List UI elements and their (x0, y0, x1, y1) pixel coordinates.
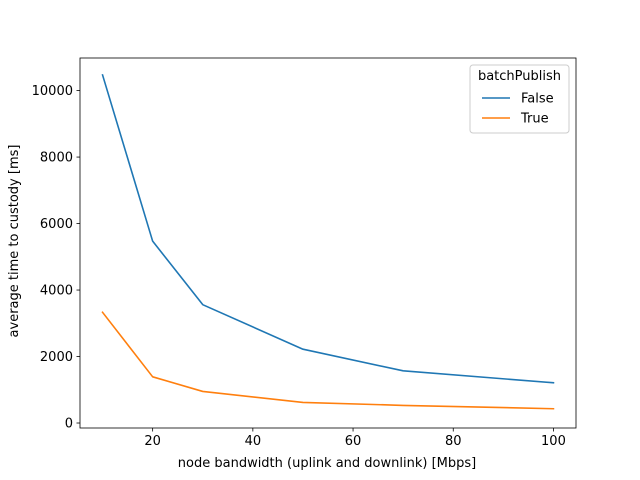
y-tick-label: 4000 (40, 284, 73, 299)
legend-label-true: True (520, 112, 549, 127)
series-line-true (101, 311, 555, 410)
series-line-false (101, 73, 555, 384)
x-axis-ticks: 20 40 60 80 100 (144, 428, 566, 449)
x-axis-label: node bandwidth (uplink and downlink) [Mb… (178, 456, 476, 471)
x-tick-label: 60 (345, 434, 362, 449)
axes-spines (79, 57, 577, 429)
y-tick-label: 10000 (32, 84, 73, 99)
legend-box (469, 64, 570, 134)
series-lines (101, 73, 555, 410)
legend: batchPublish False True (469, 64, 570, 134)
y-tick-label: 8000 (40, 151, 73, 166)
x-tick-label: 80 (445, 434, 462, 449)
y-tick-label: 0 (65, 417, 73, 432)
x-tick-label: 40 (245, 434, 262, 449)
x-tick-label: 20 (144, 434, 161, 449)
y-axis-ticks: 0 2000 4000 6000 8000 10000 (32, 84, 80, 432)
legend-label-false: False (521, 92, 554, 107)
x-tick-label: 100 (541, 434, 566, 449)
legend-title: batchPublish (478, 69, 561, 84)
y-axis-label: average time to custody [ms] (7, 145, 22, 338)
y-tick-label: 6000 (40, 217, 73, 232)
axes-frame (79, 57, 577, 429)
y-tick-label: 2000 (40, 350, 73, 365)
